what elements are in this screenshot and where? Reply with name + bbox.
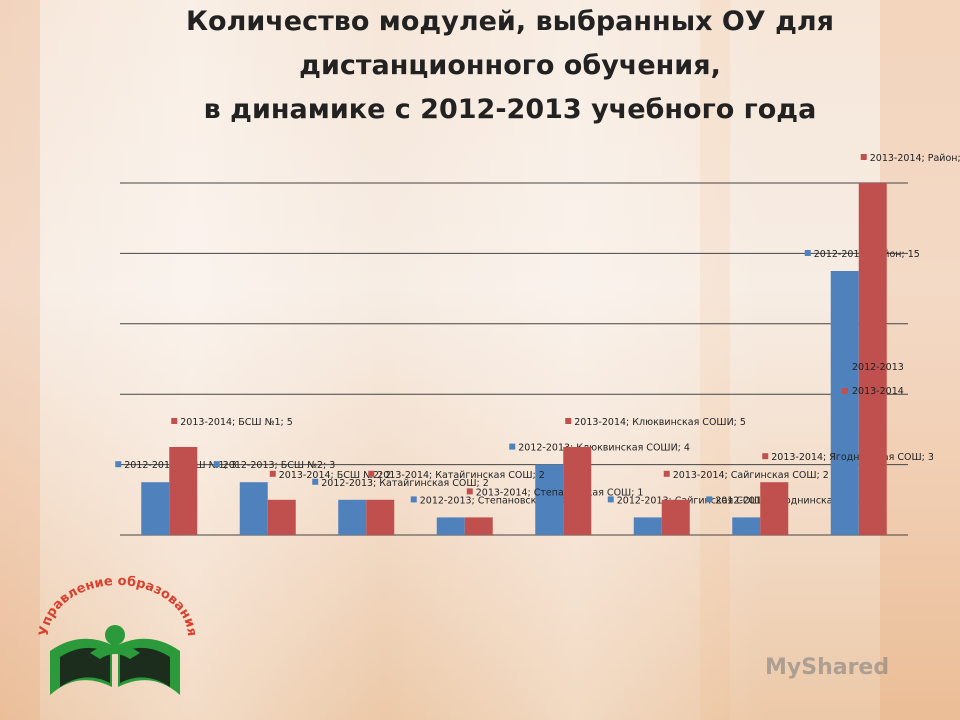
data-label: 2012-2013; Клюквинская СОШИ; 4: [518, 443, 690, 454]
data-label-marker: [368, 470, 375, 477]
data-label-marker: [115, 461, 122, 468]
data-label: 2012-2013; Катайгинская СОШ; 2: [321, 478, 489, 489]
background-stripe: [0, 0, 40, 720]
data-label: 2012-2013; Сайгинская СОШ; 1: [617, 495, 773, 506]
legend-marker-2012-2013: [842, 364, 848, 370]
data-label-marker: [410, 496, 417, 503]
data-label: 2013-2014; БСШ №2; 2: [279, 470, 392, 481]
title-line-2: дистанционного обучения,: [299, 50, 721, 81]
data-label-marker: [565, 418, 572, 424]
data-label: 2012-2013; БСШ №2; 3: [223, 460, 336, 471]
data-label: 2013-2014; Клюквинская СОШИ; 5: [574, 417, 746, 428]
bar-2012-2013-1: [239, 482, 268, 535]
bar-2012-2013-7: [830, 271, 859, 535]
data-label: 2013-2014; Сайгинская СОШ; 2: [673, 470, 829, 481]
data-label: 2013-2014; Степановская СОШ; 1: [476, 487, 644, 498]
bar-2012-2013-6: [732, 517, 761, 535]
data-label-marker: [860, 154, 867, 160]
watermark: MyShared: [765, 655, 890, 680]
bar-2013-2014-3: [464, 517, 493, 535]
bar-2013-2014-2: [366, 499, 395, 535]
data-label-marker: [171, 418, 178, 424]
data-label-marker: [663, 470, 670, 477]
data-label: 2013-2014; Катайгинская СОШ; 2: [377, 470, 545, 481]
bar-2013-2014-0: [169, 447, 198, 535]
title-line-3: в динамике с 2012-2013 учебного года: [203, 94, 817, 125]
title-line-1: Количество модулей, выбранных ОУ для: [185, 6, 835, 37]
background-stripe: [700, 0, 730, 720]
data-label: 2013-2014; Ягоднинская СОШ; 3: [771, 452, 934, 463]
data-label-marker: [706, 496, 713, 503]
data-label: 2013-2014; БСШ №1; 5: [180, 417, 293, 428]
data-label-marker: [607, 496, 614, 503]
data-label-marker: [804, 250, 811, 256]
data-label-marker: [762, 453, 769, 460]
bar-2012-2013-0: [141, 482, 170, 535]
bar-2013-2014-1: [267, 499, 296, 535]
education-department-logo: Управление образования: [37, 575, 199, 695]
legend-label: 2012-2013: [852, 362, 904, 373]
background-stripe: [880, 0, 960, 720]
bar-2012-2013-2: [338, 499, 367, 535]
data-label: 2012-2013; Степановская СОШ; 1: [420, 495, 588, 506]
legend-marker-2013-2014: [842, 388, 848, 394]
legend-label: 2013-2014: [852, 386, 904, 397]
data-label: 2013-2014; Район; 20: [870, 153, 960, 164]
slide-title: Количество модулей, выбранных ОУ для дис…: [60, 0, 960, 132]
bar-2012-2013-5: [633, 517, 662, 535]
data-label-marker: [466, 488, 473, 495]
bar-2012-2013-3: [436, 517, 465, 535]
data-label-marker: [509, 443, 516, 450]
data-label-marker: [312, 478, 319, 485]
bar-2013-2014-7: [858, 183, 887, 535]
bar-2012-2013-4: [535, 464, 564, 535]
data-label-marker: [269, 470, 276, 477]
bar-2013-2014-4: [563, 447, 592, 535]
bar-2013-2014-5: [661, 499, 690, 535]
bar-2013-2014-6: [760, 482, 789, 535]
data-label-marker: [213, 461, 220, 468]
data-label: 2012-2013; Ягоднинская СОШ; 1: [715, 495, 878, 506]
